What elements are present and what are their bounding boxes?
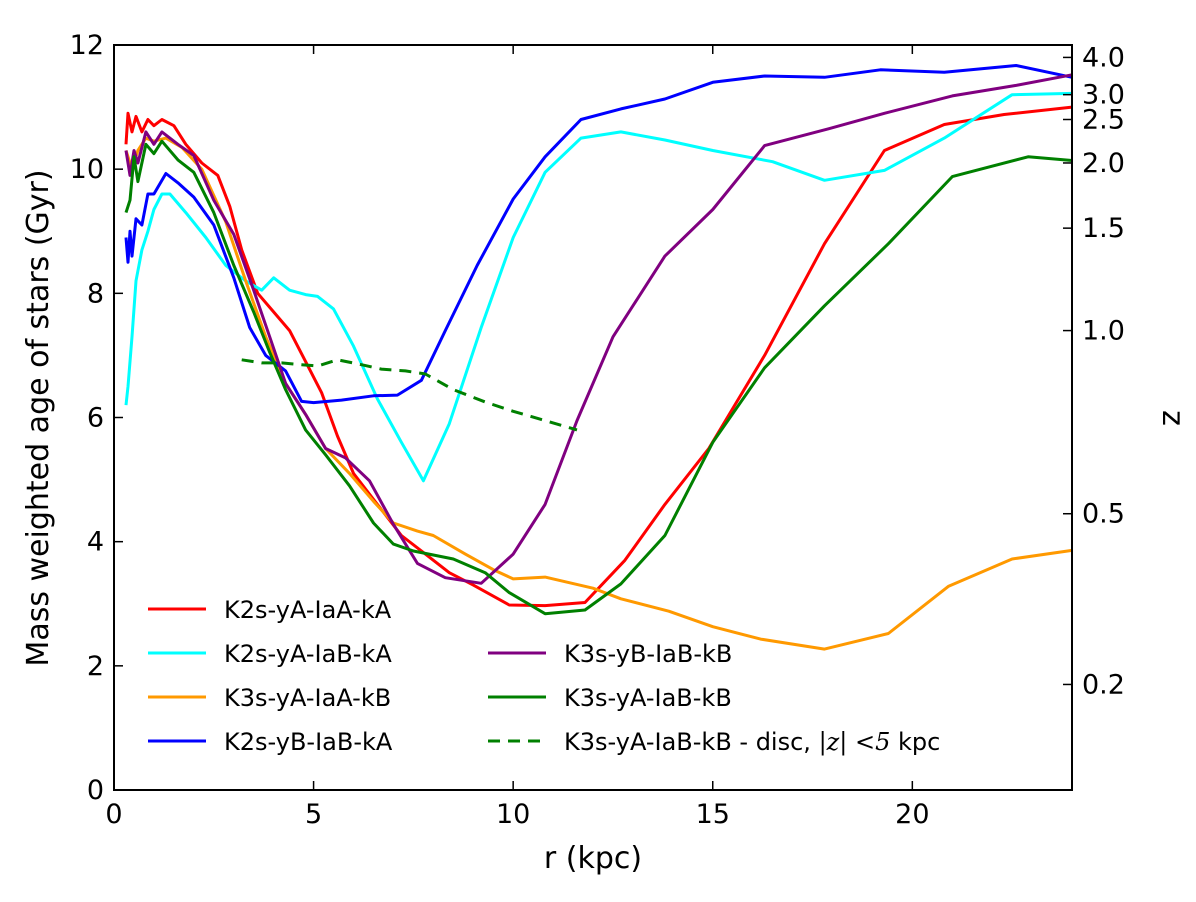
y2-axis-title: z <box>1155 410 1190 426</box>
legend-label-6: K3s-yA-IaB-kB - disc, |z| <5 kpc <box>564 728 940 757</box>
y-axis: 0 2 4 6 8 10 12 <box>70 30 123 806</box>
y2-tick-label: 3.0 <box>1082 80 1125 111</box>
legend-label-0: K2s-yA-IaA-kA <box>224 596 392 624</box>
series-line-4 <box>124 73 1073 585</box>
series-lines <box>124 64 1073 651</box>
x-tick-label: 0 <box>105 799 122 830</box>
y2-tick-label: 2.0 <box>1082 148 1125 179</box>
series-line-3 <box>124 64 1073 405</box>
x-tick-label: 5 <box>305 799 322 830</box>
y-tick-label: 8 <box>87 278 104 309</box>
y2-tick-label: 2.5 <box>1082 105 1125 136</box>
y-axis-title: Mass weighted age of stars (Gyr) <box>21 169 56 666</box>
series-line-5 <box>124 139 1073 616</box>
legend: K2s-yA-IaA-kA K2s-yA-IaB-kA K3s-yA-IaA-kB K… <box>148 596 940 757</box>
legend-label-5: K3s-yA-IaB-kB <box>564 684 732 712</box>
series-line-0 <box>124 105 1073 608</box>
y-tick-label: 6 <box>87 403 104 434</box>
x-tick-label: 20 <box>895 799 929 830</box>
y2-tick-label: 0.2 <box>1082 669 1125 700</box>
y2-axis: 4.0 3.02.5 2.0 1.5 1.0 0.5 0.2 <box>1063 42 1125 700</box>
y2-tick-label: 4.0 <box>1082 42 1125 73</box>
y-tick-label: 2 <box>87 651 104 682</box>
y-tick-label: 10 <box>70 154 104 185</box>
x-axis-title: r (kpc) <box>544 841 642 876</box>
legend-label-3: K2s-yB-IaB-kA <box>224 728 393 756</box>
y2-tick-label: 1.0 <box>1082 316 1125 347</box>
legend-label-1: K2s-yA-IaB-kA <box>224 640 392 668</box>
legend-label-2: K3s-yA-IaA-kB <box>224 684 391 712</box>
y-tick-label: 4 <box>87 527 104 558</box>
x-tick-label: 10 <box>496 799 530 830</box>
x-tick-label: 15 <box>696 799 730 830</box>
plot-frame <box>113 44 1073 791</box>
series-line-1 <box>124 91 1073 483</box>
series-line-6 <box>241 358 578 432</box>
y-tick-label: 12 <box>70 30 104 61</box>
y-tick-label: 0 <box>87 775 104 806</box>
y2-tick-label: 0.5 <box>1082 499 1125 530</box>
legend-label-4: K3s-yB-IaB-kB <box>564 640 732 668</box>
series-line-2 <box>124 136 1073 651</box>
y2-tick-label: 1.5 <box>1082 213 1125 244</box>
x-axis: 0 5 10 15 20 <box>105 45 930 830</box>
